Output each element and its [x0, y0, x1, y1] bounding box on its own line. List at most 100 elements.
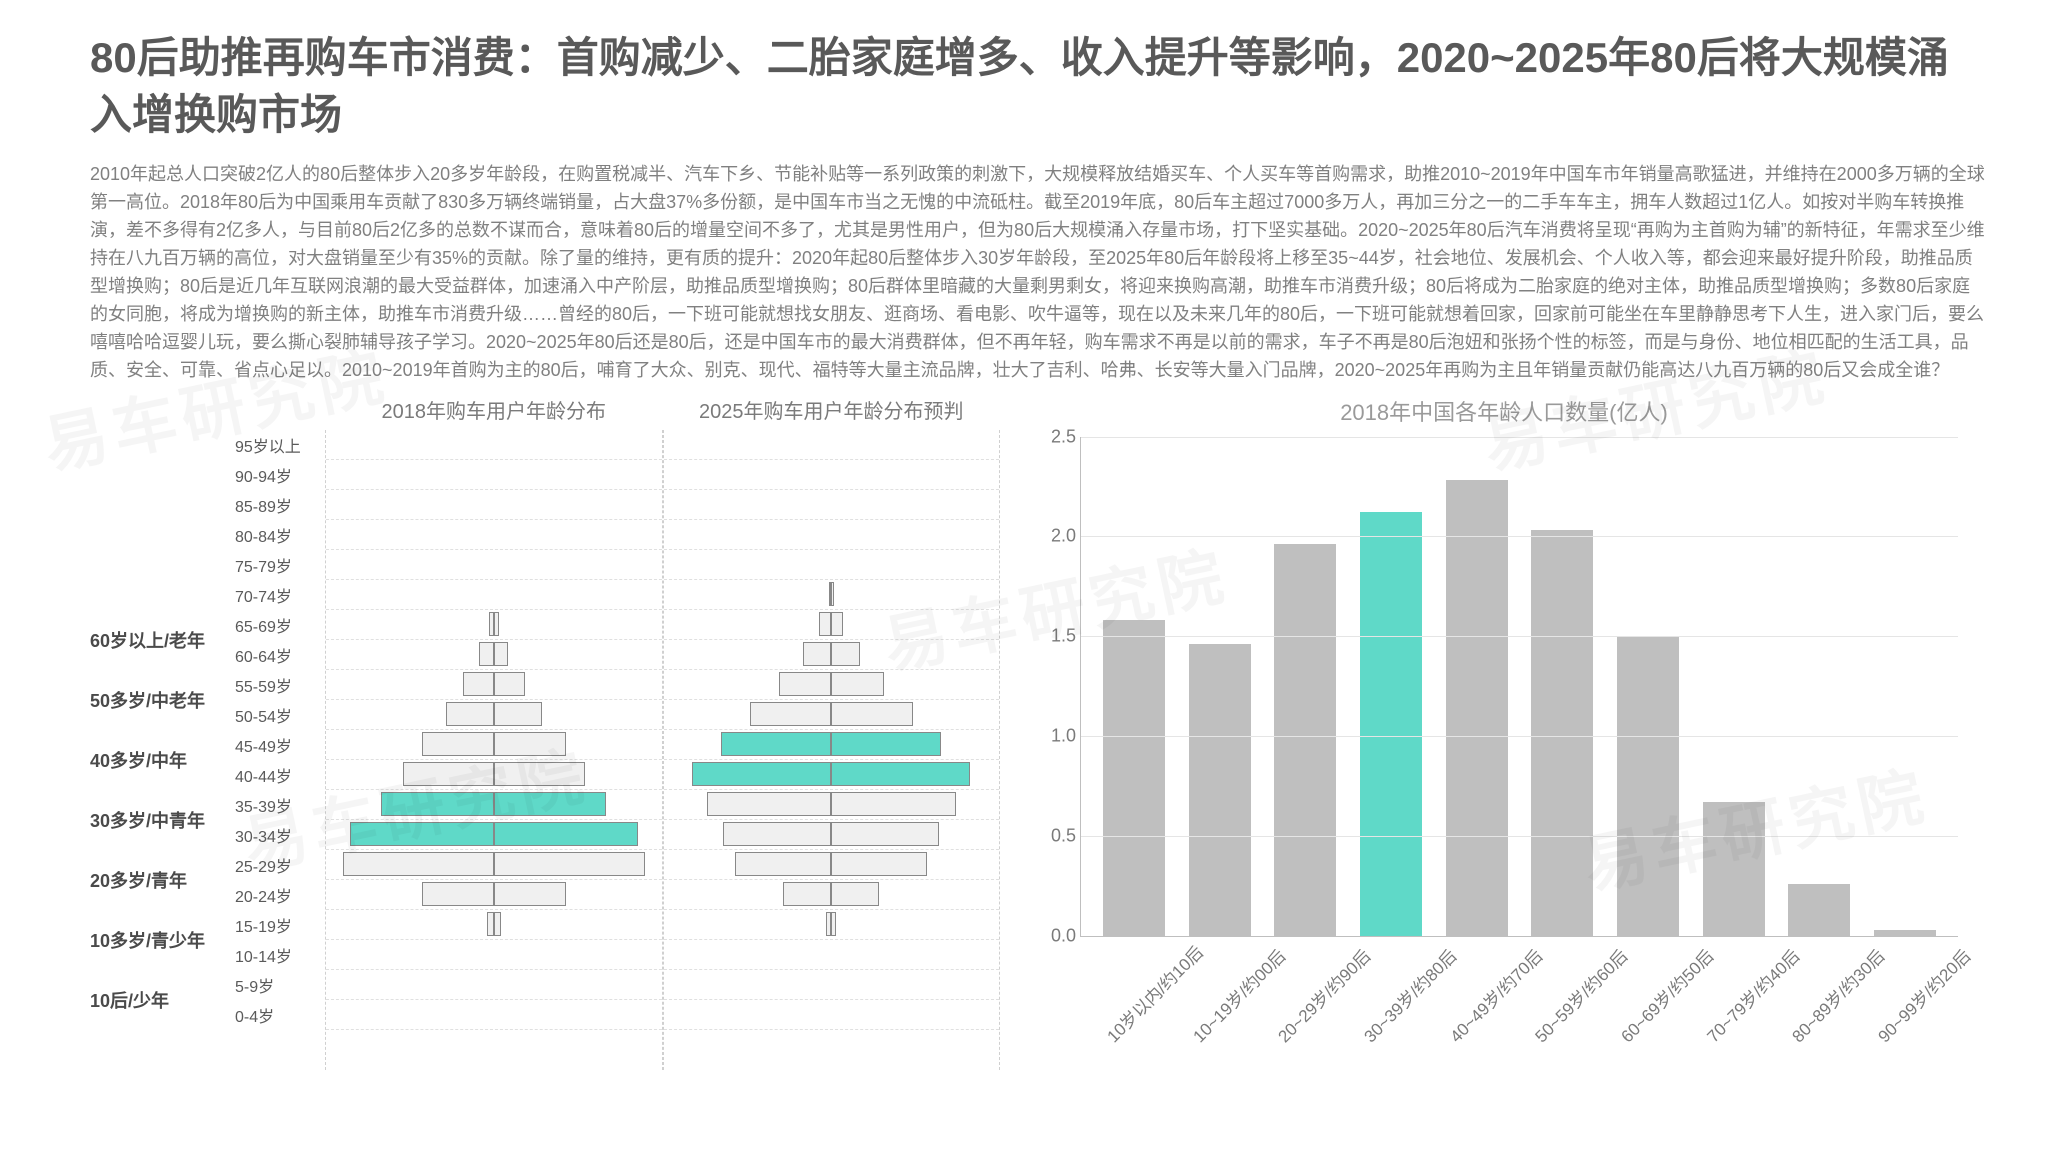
pyramid-bar [422, 732, 494, 756]
population-bar [1446, 480, 1508, 935]
pyramid-bar [479, 642, 493, 666]
pyramid-bar [446, 702, 494, 726]
age-bin-label: 75-79岁 [235, 550, 325, 580]
pyramid-panel: 2018年购车用户年龄分布 2025年购车用户年龄分布预判 60岁以上/老年50… [90, 395, 1000, 1070]
age-bin-label: 65-69岁 [235, 610, 325, 640]
x-label: 60~69岁/约50后 [1614, 985, 1676, 1047]
pyramid-bar [494, 702, 542, 726]
pyramid-bar [494, 882, 566, 906]
population-bar [1617, 636, 1679, 935]
pyramid-bar [494, 672, 525, 696]
pyramid-bar [381, 792, 494, 816]
pyramid-bar [831, 912, 836, 936]
pyramid-bar [831, 822, 939, 846]
page-title: 80后助推再购车市消费：首购减少、二胎家庭增多、收入提升等影响，2020~202… [90, 30, 1988, 143]
pyramid-2018 [325, 430, 663, 1070]
pyramid-2025-title: 2025年购车用户年龄分布预判 [663, 395, 1001, 424]
body-paragraph: 2010年起总人口突破2亿人的80后整体步入20多岁年龄段，在购置税减半、汽车下… [90, 161, 1988, 384]
x-label: 30~39岁/约80后 [1357, 985, 1419, 1047]
x-label: 90~99岁/约20后 [1871, 985, 1933, 1047]
pyramid-bar [463, 672, 494, 696]
charts-row: 2018年购车用户年龄分布 2025年购车用户年龄分布预判 60岁以上/老年50… [90, 395, 1988, 1070]
bar-chart-title: 2018年中国各年龄人口数量(亿人) [1020, 395, 1988, 427]
age-bin-label: 60-64岁 [235, 640, 325, 670]
pyramid-bar [494, 612, 499, 636]
population-bar [1788, 884, 1850, 936]
age-group-label: 10多岁/青少年 [90, 910, 235, 970]
population-bar [1360, 512, 1422, 935]
age-bin-label: 30-34岁 [235, 820, 325, 850]
pyramid-bar [819, 612, 831, 636]
pyramid-bar [831, 642, 860, 666]
y-tick: 1.0 [1026, 725, 1076, 746]
age-bin-label: 15-19岁 [235, 910, 325, 940]
y-tick: 2.0 [1026, 526, 1076, 547]
y-tick: 0.5 [1026, 825, 1076, 846]
x-label: 20~29岁/约90后 [1271, 985, 1333, 1047]
pyramid-bar [494, 912, 501, 936]
age-bin-label: 25-29岁 [235, 850, 325, 880]
pyramid-bar [831, 582, 833, 606]
age-bin-label: 0-4岁 [235, 1000, 325, 1030]
pyramid-bar [831, 852, 927, 876]
age-bin-label: 10-14岁 [235, 940, 325, 970]
age-group-label: 40多岁/中年 [90, 730, 235, 790]
pyramid-bar [783, 882, 831, 906]
pyramid-bar [721, 732, 831, 756]
x-label: 40~49岁/约70后 [1443, 985, 1505, 1047]
pyramid-bar [750, 702, 831, 726]
pyramid-bar [494, 732, 566, 756]
pyramid-bar [494, 762, 585, 786]
pyramid-bar [692, 762, 831, 786]
age-group-label: 10后/少年 [90, 970, 235, 1030]
pyramid-bar [831, 702, 912, 726]
x-label: 70~79岁/约40后 [1700, 985, 1762, 1047]
age-bin-label: 95岁以上 [235, 430, 325, 460]
age-group-label: 30多岁/中青年 [90, 790, 235, 850]
age-group-label: 50多岁/中老年 [90, 670, 235, 730]
pyramid-2025 [663, 430, 1001, 1070]
pyramid-2018-title: 2018年购车用户年龄分布 [325, 395, 663, 424]
pyramid-bar [350, 822, 494, 846]
pyramid-bar [831, 792, 956, 816]
pyramid-bar [494, 642, 508, 666]
pyramid-bar [831, 612, 843, 636]
age-bin-label: 70-74岁 [235, 580, 325, 610]
pyramid-bar [735, 852, 831, 876]
pyramid-bar [494, 852, 645, 876]
pyramid-bar [803, 642, 832, 666]
age-group-label: 60岁以上/老年 [90, 610, 235, 670]
population-bar [1274, 544, 1336, 935]
pyramid-bar [779, 672, 832, 696]
pyramid-bar [831, 762, 970, 786]
population-bar-chart: 2018年中国各年龄人口数量(亿人) 10岁以内/约10后 10~19岁/约00后… [1020, 395, 1988, 1070]
age-bin-label: 35-39岁 [235, 790, 325, 820]
pyramid-bar [494, 792, 607, 816]
population-bar [1703, 802, 1765, 936]
age-bin-label: 5-9岁 [235, 970, 325, 1000]
x-label: 50~59岁/约60后 [1528, 985, 1590, 1047]
y-tick: 2.5 [1026, 426, 1076, 447]
pyramid-bar [831, 732, 941, 756]
pyramid-bar [831, 882, 879, 906]
y-tick: 0.0 [1026, 925, 1076, 946]
pyramid-bar [831, 672, 884, 696]
age-bin-label: 85-89岁 [235, 490, 325, 520]
age-bin-label: 20-24岁 [235, 880, 325, 910]
x-label: 10岁以内/约10后 [1100, 985, 1162, 1047]
population-bar [1103, 620, 1165, 935]
age-group-label: 20多岁/青年 [90, 850, 235, 910]
pyramid-bar [343, 852, 494, 876]
pyramid-bar [422, 882, 494, 906]
pyramid-bar [487, 912, 494, 936]
age-bin-label: 80-84岁 [235, 520, 325, 550]
pyramid-bar [403, 762, 494, 786]
pyramid-bar [494, 822, 638, 846]
population-bar [1531, 530, 1593, 935]
population-bar [1189, 644, 1251, 935]
age-bin-label: 40-44岁 [235, 760, 325, 790]
age-bin-label: 50-54岁 [235, 700, 325, 730]
age-bin-label: 90-94岁 [235, 460, 325, 490]
y-tick: 1.5 [1026, 626, 1076, 647]
x-label: 10~19岁/约00后 [1185, 985, 1247, 1047]
